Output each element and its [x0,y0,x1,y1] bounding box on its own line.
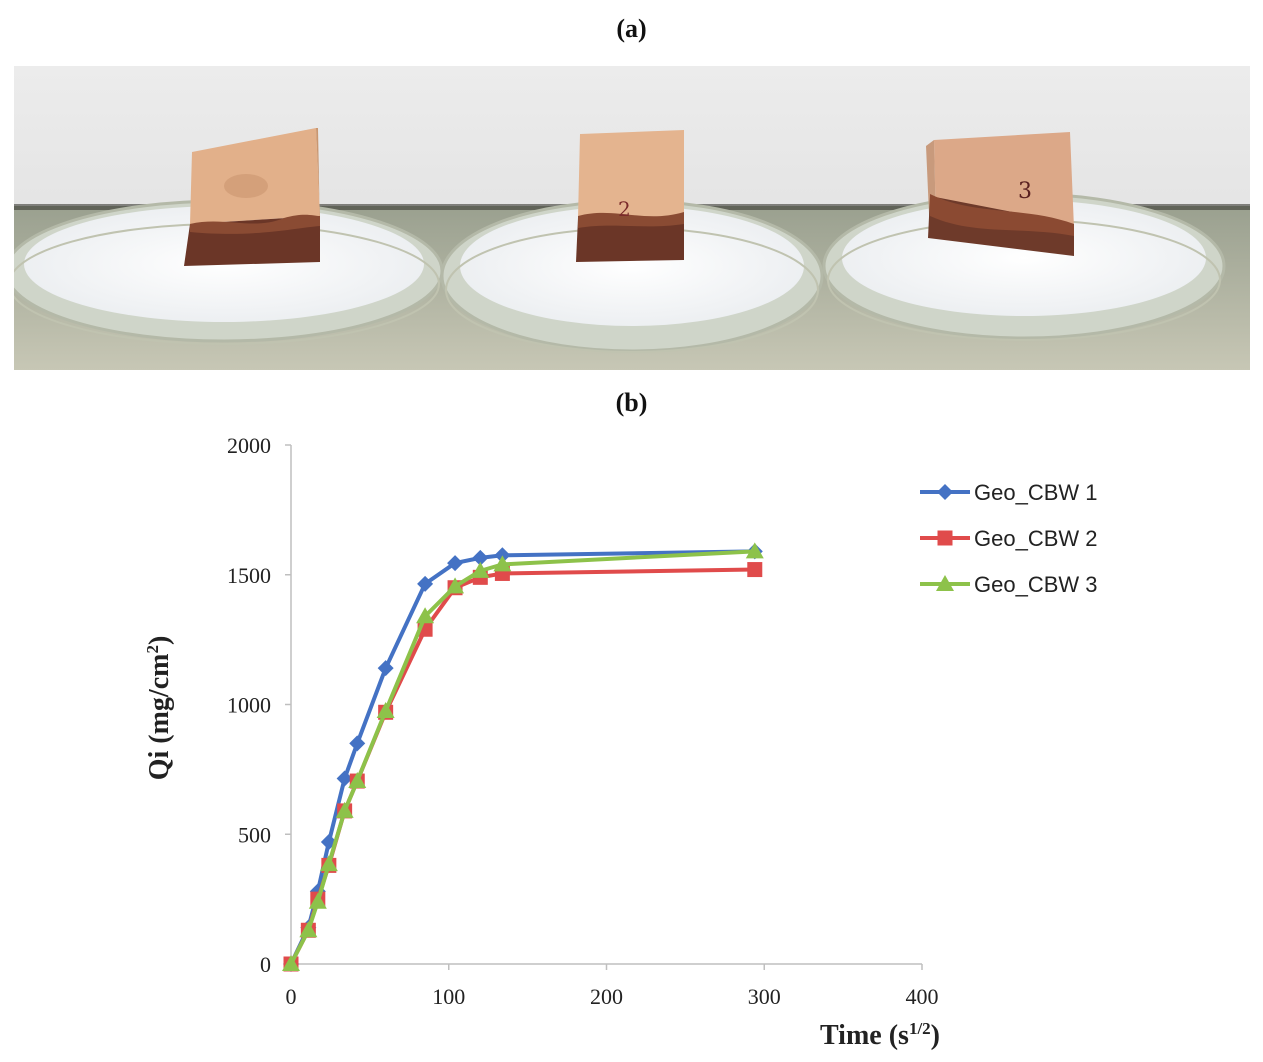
data-point [348,772,367,789]
legend-marker [937,484,953,500]
legend-label: Geo_CBW 2 [974,526,1098,551]
legend: Geo_CBW 1 Geo_CBW 2 Geo_CBW 3 [920,480,1098,597]
legend-item-2: Geo_CBW 2 [920,526,1098,551]
x-tick-label: 0 [286,984,297,1009]
legend-marker [936,575,954,591]
y-tick-label: 500 [238,822,271,847]
legend-item-3: Geo_CBW 3 [920,572,1098,597]
y-tick-label: 2000 [227,433,271,458]
petri-dish-2 [440,199,824,353]
series-group [282,542,764,972]
x-axis-label: Time (s1/2) [820,1019,940,1051]
data-point [471,561,490,578]
data-point [446,577,465,594]
x-tick-label: 100 [432,984,465,1009]
axes: 0 500 1000 1500 2000 0 100 200 300 400 [227,433,939,1009]
y-tick-label: 1000 [227,693,271,718]
sample-mark-3: 3 [1018,179,1032,204]
series-line-3 [289,549,755,965]
y-tick-label: 0 [260,952,271,977]
data-point [376,701,395,718]
series-line-1 [289,549,755,965]
data-point [349,735,366,752]
y-axis-label: Qi (mg/cm2) [143,636,175,781]
sample-cube-2: 2 [576,130,684,262]
data-point [747,562,763,578]
series-1 [283,543,763,972]
sample-cube-3: 3 [926,132,1074,256]
data-point [494,547,511,564]
series-line-2 [289,567,755,965]
data-point [319,855,338,872]
panel-a-label: (a) [616,14,647,43]
sample-mark-2: 2 [618,197,631,221]
data-point [493,555,512,572]
data-point [299,921,318,938]
data-point [308,892,327,909]
sample-cube-1 [184,128,320,266]
legend-marker [937,530,953,546]
data-point [417,575,434,592]
legend-item-1: Geo_CBW 1 [920,480,1098,505]
x-tick-label: 400 [906,984,939,1009]
data-point [282,955,300,971]
series-3 [282,542,764,971]
x-tick-label: 200 [590,984,623,1009]
legend-label: Geo_CBW 1 [974,480,1098,505]
data-point [472,549,489,566]
data-point [447,555,464,572]
data-point [416,607,435,624]
data-point [336,770,353,787]
data-point [745,542,764,559]
sample-photo: 2 3 [14,66,1250,370]
panel-b-label: (b) [615,388,648,417]
x-tick-label: 300 [748,984,781,1009]
y-tick-label: 1500 [227,563,271,588]
data-point [377,660,394,677]
series-2 [283,562,763,972]
legend-label: Geo_CBW 3 [974,572,1098,597]
data-point [335,801,354,818]
